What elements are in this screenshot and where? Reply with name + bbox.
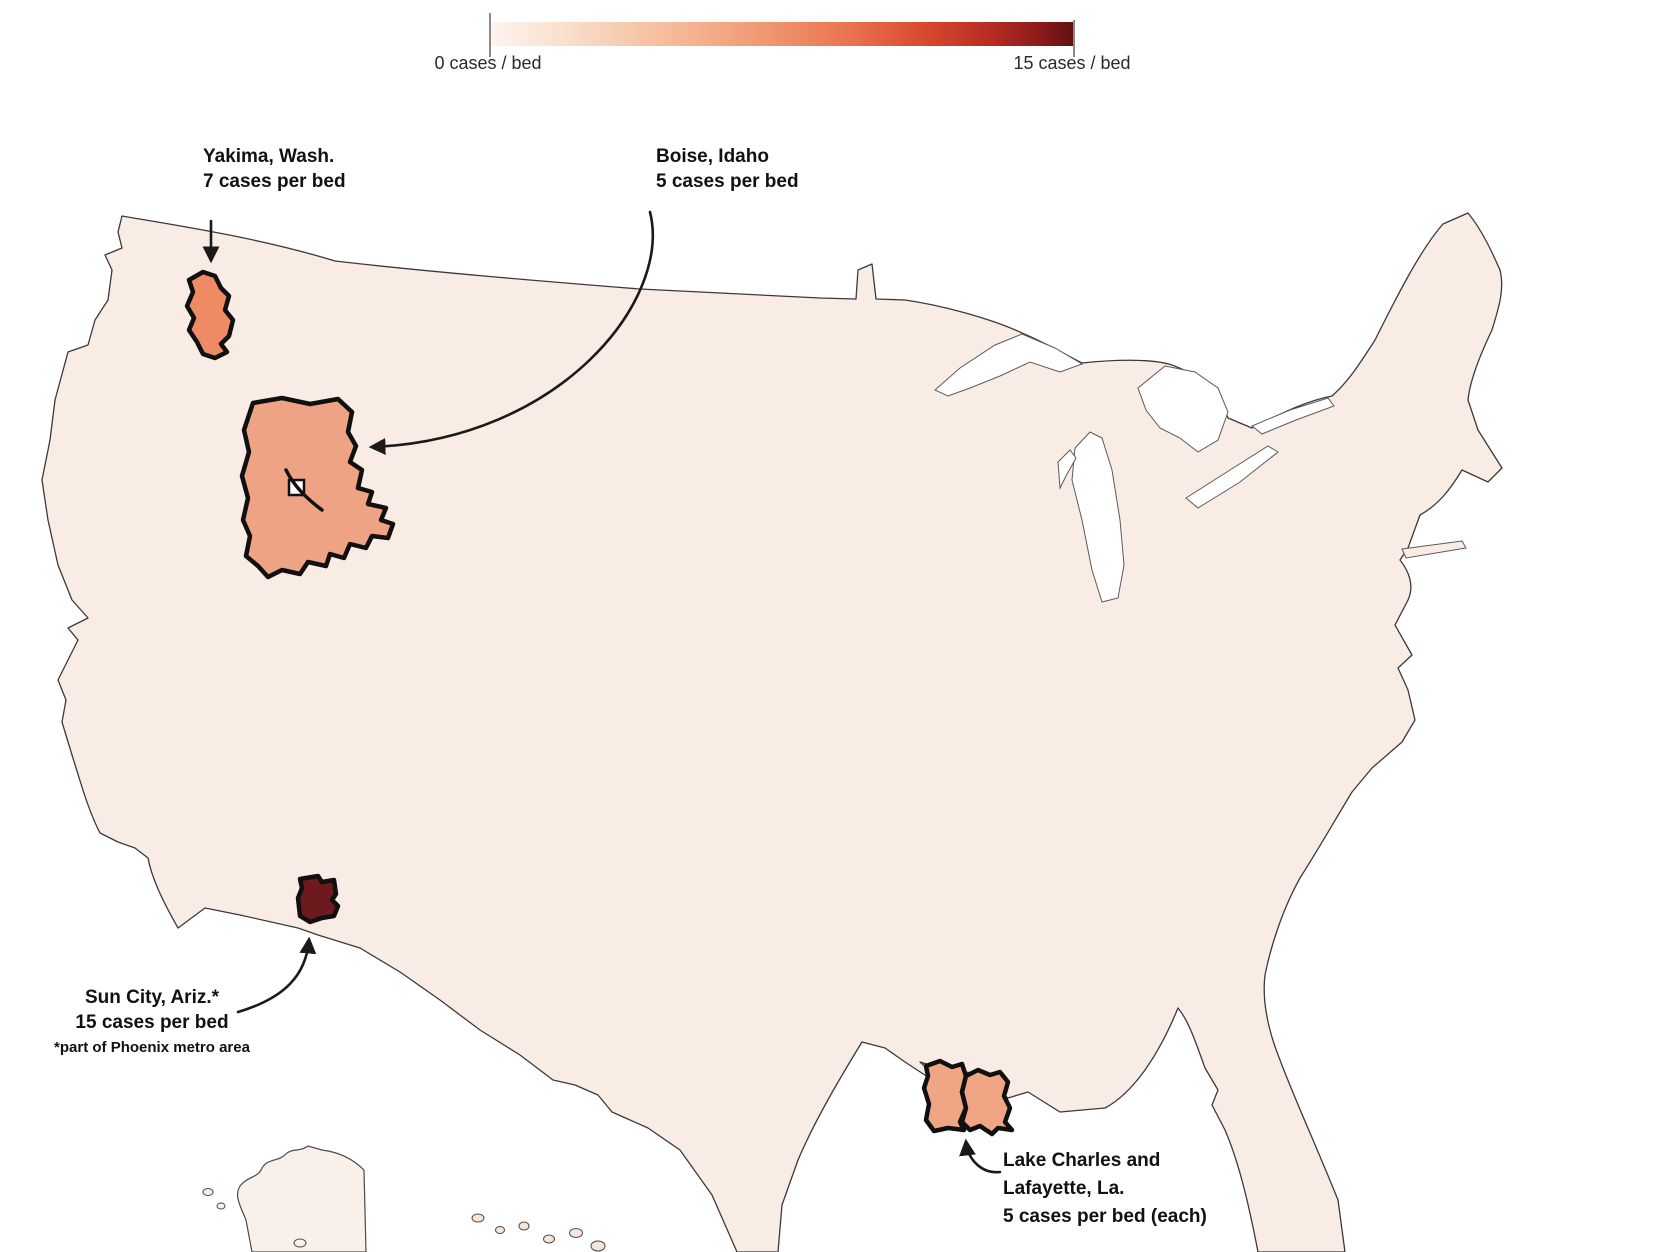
highlighted-regions (184, 269, 1015, 1137)
lake-erie (1185, 445, 1279, 509)
lake-huron (1137, 365, 1229, 453)
annotation-yakima-city: Yakima, Wash. (203, 146, 335, 167)
annotation-sun-city-city: Sun City, Ariz.* (84, 987, 220, 1008)
region-lake-charles (921, 1058, 969, 1134)
sun-city-arrow (236, 936, 317, 1014)
lake-ontario (1251, 397, 1335, 435)
legend-max-label: 15 cases / bed (1013, 53, 1131, 73)
region-boise (239, 395, 396, 580)
annotation-sun-city-footnote: *part of Phoenix metro area (54, 1039, 250, 1056)
annotation-sun-city: Sun City, Ariz.* 15 cases per bed *part … (20, 985, 284, 1057)
region-boise-inner-boundary (284, 468, 324, 512)
annotation-lake-charles: Lake Charles and Lafayette, La. 5 cases … (1003, 1147, 1207, 1231)
lake-superior (934, 333, 1084, 397)
green-bay (1057, 449, 1077, 490)
region-yakima (184, 269, 236, 361)
annotation-boise-value: 5 cases per bed (656, 171, 799, 192)
annotation-yakima: Yakima, Wash. 7 cases per bed (203, 144, 346, 194)
great-lakes (934, 333, 1335, 603)
legend-tick-min (489, 13, 491, 57)
annotation-arrows (202, 210, 1002, 1174)
region-sun-city (295, 873, 341, 925)
hawaii (471, 1213, 606, 1252)
legend-tick-max (1073, 20, 1075, 57)
lake-charles-arrow (959, 1138, 1002, 1174)
annotation-boise: Boise, Idaho 5 cases per bed (656, 144, 799, 194)
annotation-lake-charles-line2: Lafayette, La. (1003, 1178, 1125, 1199)
lake-michigan (1071, 431, 1125, 603)
annotation-yakima-value: 7 cases per bed (203, 171, 346, 192)
annotation-sun-city-value: 15 cases per bed (75, 1012, 229, 1033)
boise-arrow (368, 210, 655, 455)
annotation-lake-charles-value: 5 cases per bed (each) (1003, 1206, 1207, 1227)
annotation-lake-charles-line1: Lake Charles and (1003, 1150, 1161, 1171)
annotation-boise-city: Boise, Idaho (656, 146, 769, 167)
region-lafayette (959, 1067, 1015, 1137)
legend-gradient-bar (490, 22, 1075, 46)
us-mainland-outline (41, 212, 1503, 1252)
legend-min-label: 0 cases / bed (434, 53, 542, 73)
alaska (202, 1145, 367, 1252)
long-island (1401, 540, 1467, 559)
